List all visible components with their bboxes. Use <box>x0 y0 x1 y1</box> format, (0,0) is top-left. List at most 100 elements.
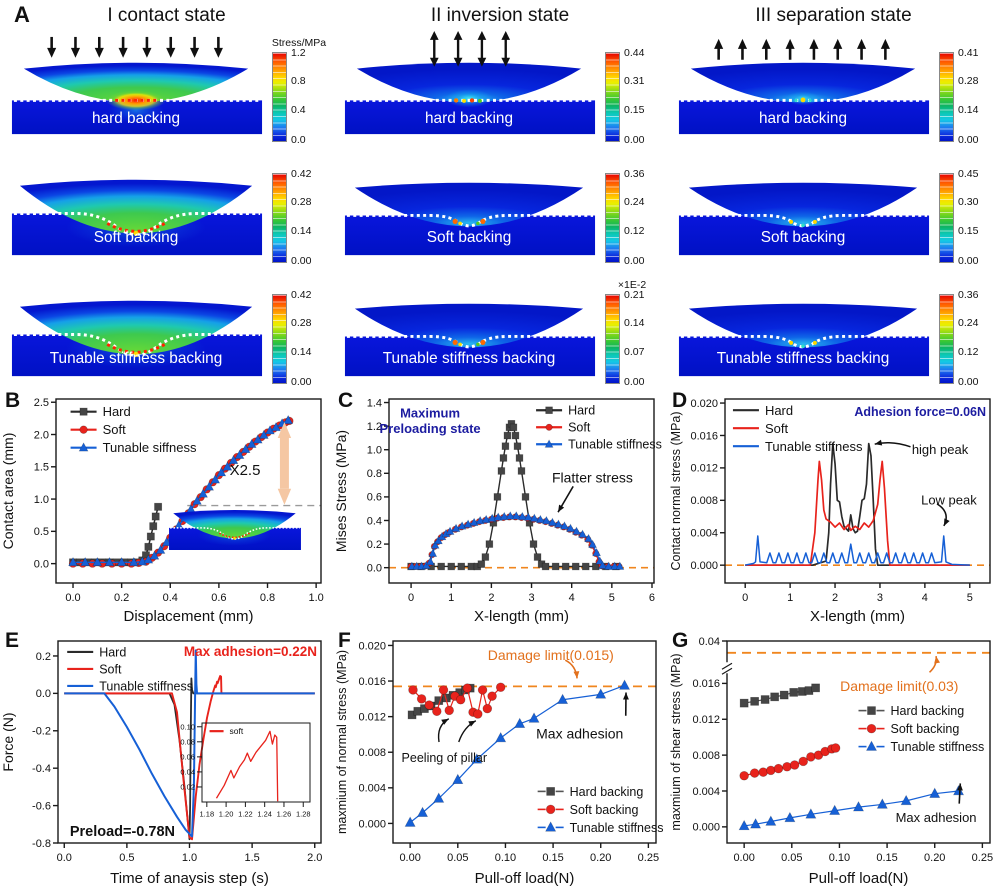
panel-letter-b: B <box>5 389 21 412</box>
series-tunable-stiffness <box>745 535 970 566</box>
svg-text:Tunable stiffness: Tunable stiffness <box>570 821 664 835</box>
column-title-separation-state: III separation state <box>755 5 912 26</box>
svg-text:0.000: 0.000 <box>692 822 720 834</box>
svg-text:Damage limit(0.015): Damage limit(0.015) <box>488 647 614 663</box>
fem-simulation-image: Tunable stiffness backing <box>10 299 264 378</box>
series-tunable-siffness <box>68 414 294 567</box>
backing-label: hard backing <box>759 110 847 127</box>
svg-text:maxmium of normal stress (MPa): maxmium of normal stress (MPa) <box>335 650 349 834</box>
svg-text:Soft backing: Soft backing <box>891 722 960 736</box>
svg-text:0.5: 0.5 <box>34 526 49 538</box>
svg-text:0.0: 0.0 <box>57 852 72 864</box>
backing-label: hard backing <box>92 110 180 127</box>
svg-text:0.0: 0.0 <box>36 688 51 700</box>
colorbar: Stress/MPa 1.2 0.8 0.4 0.0 <box>268 29 330 146</box>
colorbar: 0.42 0.28 0.14 0.00 <box>268 150 330 267</box>
chart-series <box>215 730 279 802</box>
svg-text:Adhesion force=0.06N: Adhesion force=0.06N <box>854 405 986 419</box>
svg-text:X2.5: X2.5 <box>230 462 261 479</box>
svg-text:2: 2 <box>488 592 494 604</box>
svg-text:Time of anaysis step (s): Time of anaysis step (s) <box>110 870 269 887</box>
svg-text:3: 3 <box>877 592 883 604</box>
chart-axes: 0.00 0.05 0.10 0.15 0.20 0.25 0.000 0.004 0.008 0… <box>358 640 659 864</box>
svg-text:0.004: 0.004 <box>358 783 386 795</box>
svg-text:Maximum: Maximum <box>400 405 460 420</box>
svg-text:1.26: 1.26 <box>277 810 292 818</box>
svg-text:0.012: 0.012 <box>692 714 720 726</box>
svg-text:1.5: 1.5 <box>34 462 49 474</box>
svg-text:high peak: high peak <box>912 442 969 457</box>
svg-text:Preload=-0.78N: Preload=-0.78N <box>70 824 175 840</box>
svg-text:0.5: 0.5 <box>119 852 134 864</box>
svg-text:0.004: 0.004 <box>690 528 718 540</box>
svg-text:Pull-off load(N): Pull-off load(N) <box>475 870 575 887</box>
colorbar: 0.42 0.28 0.14 0.00 <box>268 271 330 388</box>
svg-text:0.20: 0.20 <box>924 852 945 864</box>
fem-cell-inversion-tunable: Tunable stiffness backing ×1E-2 0.21 0.1… <box>333 269 667 390</box>
svg-text:Hard: Hard <box>568 404 595 418</box>
svg-text:Hard: Hard <box>103 404 131 419</box>
column-title-contact-state: I contact state <box>107 5 226 26</box>
svg-text:Mises Stress (MPa): Mises Stress (MPa) <box>333 430 349 552</box>
chart-legend: Hard Soft Tunable stiffness <box>536 404 662 452</box>
chart-series <box>68 414 294 568</box>
backing-label: Soft backing <box>94 229 179 246</box>
contact-area-chart: 0.0 0.2 0.4 0.6 0.8 1.0 0.0 0.5 1.0 1.5 2.0 2.5 X2.5… <box>0 397 324 625</box>
svg-text:1.24: 1.24 <box>257 810 272 818</box>
svg-text:0.008: 0.008 <box>358 747 386 759</box>
svg-text:0.00: 0.00 <box>733 852 754 864</box>
contact-normal-stress-chart: 0 1 2 3 4 5 0.000 0.004 0.008 0.012 0.016 0.020 Adhe… <box>669 398 991 625</box>
svg-text:0.2: 0.2 <box>367 539 382 551</box>
svg-text:0.020: 0.020 <box>690 398 718 410</box>
svg-text:0.4: 0.4 <box>163 592 178 604</box>
fem-cell-contact-hard: hard backing Stress/MPa 1.2 0.8 0.4 0.0 <box>0 27 333 148</box>
colorbar: 0.44 0.31 0.15 0.00 <box>601 29 663 146</box>
chart-axes: 0 1 2 3 4 5 0.000 0.004 0.008 0.012 0.016 0.020 <box>690 398 972 604</box>
chart-row-1: B 0.0 0.2 0.4 0.6 0.8 1.0 0.0 0.5 1.0 1.5 2.0 2.5 X2… <box>0 389 1000 629</box>
colorbar: 0.41 0.28 0.14 0.00 <box>935 29 997 146</box>
colorbar-gradient <box>939 52 954 142</box>
series-tunable-stiffness <box>738 784 965 831</box>
colorbar-gradient <box>939 294 954 384</box>
svg-text:0.04: 0.04 <box>180 768 195 777</box>
panel-b-contact-area: B 0.0 0.2 0.4 0.6 0.8 1.0 0.0 0.5 1.0 1.5 2.0 2.5 X2… <box>0 389 333 629</box>
svg-text:Hard backing: Hard backing <box>891 704 965 718</box>
svg-text:Flatter stress: Flatter stress <box>552 469 633 485</box>
svg-text:2.5: 2.5 <box>34 397 49 409</box>
svg-text:2.0: 2.0 <box>307 852 322 864</box>
svg-text:Tunable stiffness: Tunable stiffness <box>99 679 193 693</box>
pulloff-up-arrows-icon <box>712 37 892 62</box>
svg-text:0.8: 0.8 <box>367 468 382 480</box>
svg-text:1.20: 1.20 <box>219 810 234 818</box>
svg-text:0.15: 0.15 <box>876 852 897 864</box>
svg-text:0.020: 0.020 <box>358 640 386 652</box>
svg-text:Hard backing: Hard backing <box>570 785 644 799</box>
svg-text:0.016: 0.016 <box>690 430 718 442</box>
fem-simulation-image: hard backing <box>677 37 931 136</box>
fem-simulation-image: Soft backing <box>343 181 597 257</box>
svg-text:Soft: Soft <box>99 662 122 676</box>
svg-text:0.6: 0.6 <box>367 492 382 504</box>
svg-text:Soft backing: Soft backing <box>570 803 639 817</box>
chart-legend: Hard Soft Tunable siffness <box>70 404 197 455</box>
svg-text:0.012: 0.012 <box>358 711 386 723</box>
panel-letter-a: A <box>14 2 30 27</box>
svg-text:1.0: 1.0 <box>182 852 197 864</box>
chart-axes: 0.0 0.5 1.0 1.5 2.0 0.2 0.0 -0.2 -0.4 -0.6 -0.8 <box>32 651 322 864</box>
svg-text:Damage limit(0.03): Damage limit(0.03) <box>840 678 958 694</box>
svg-text:Low peak: Low peak <box>921 493 977 508</box>
force-time-chart: 0.0 0.5 1.0 1.5 2.0 0.2 0.0 -0.2 -0.4 -0.6 -0.8 Max… <box>0 640 322 887</box>
series-tunable-stiffness <box>404 679 631 827</box>
svg-text:0: 0 <box>408 592 414 604</box>
svg-text:Max adhesion: Max adhesion <box>896 810 977 825</box>
svg-text:0.008: 0.008 <box>692 750 720 762</box>
svg-text:0.4: 0.4 <box>367 515 382 527</box>
fem-cell-separation-soft: Soft backing 0.45 0.30 0.15 0.00 <box>667 148 1000 269</box>
svg-text:-0.6: -0.6 <box>32 800 51 812</box>
column-title-inversion-state: II inversion state <box>430 5 570 26</box>
chart-legend: Hard backing Soft backing Tunable stiffnes… <box>537 785 664 835</box>
panel-letter-e: E <box>5 629 20 652</box>
series-hard <box>407 420 620 571</box>
fem-simulation-image: Soft backing <box>677 181 931 257</box>
